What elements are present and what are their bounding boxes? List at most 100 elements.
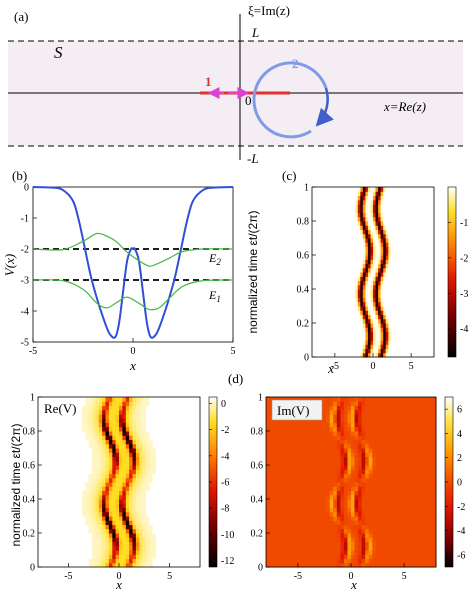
c-cell [380,204,384,209]
d-left-cell [78,448,83,453]
d-right-cell [372,541,377,547]
d-left-cell [183,477,187,483]
d-right-cell [312,528,317,534]
c-cell [327,352,331,358]
c-cell [355,297,359,303]
c-cell [357,301,361,307]
d-left-cell [38,465,42,470]
c-cell [416,306,420,311]
c-cell [362,191,366,197]
d-left-cell [162,460,167,466]
c-cell [373,323,377,328]
d-left-cell [38,482,42,487]
d-right-cell [276,503,281,509]
d-left-cell [119,439,123,445]
c-cell [413,267,417,273]
c-cell [322,327,326,333]
d-left-cell [132,443,137,449]
c-cell [375,335,379,341]
c-cell [421,191,425,197]
c-cell [408,191,412,197]
c-cell [423,221,427,226]
c-cell [421,344,425,350]
d-right-cell [322,482,327,487]
d-left-cell [146,401,150,407]
c-cell [347,297,351,303]
d-left-cell [173,443,177,449]
c-cell [365,348,369,354]
d-left-cell [169,409,174,415]
d-left-cell [135,473,140,479]
d-left-cell [68,533,73,538]
c-cell [406,314,410,320]
c-cell [385,225,389,231]
c-cell [426,276,430,282]
c-cell [416,238,420,243]
c-cell [314,293,318,299]
d-left-cell [166,465,171,470]
d-left-cell [88,520,93,526]
c-cell [431,297,435,303]
d-left-cell [146,524,150,530]
d-right-cell [397,494,402,500]
d-left-cell [58,503,63,509]
d-left-cell [189,533,194,538]
c-cell [352,352,356,358]
d-right-cell [351,562,356,568]
c-cell [367,263,371,269]
d-right-cell [382,524,387,530]
c-cell [319,340,323,345]
d-right-cell [276,511,281,517]
d-right-cell [379,554,384,560]
c-cell [416,229,420,235]
d-right-cell [347,545,352,551]
d-left-cell [156,520,160,526]
d-left-cell [58,516,63,521]
d-left-cell [38,528,42,534]
d-right-cell [308,558,313,564]
c-cell [428,225,432,231]
d-left-cell [173,558,177,564]
c-cell [378,259,382,265]
d-right-cell [414,545,419,551]
d-left-cell [88,435,93,441]
d-left-cell [48,533,52,538]
c-cell [408,263,412,269]
c-cell [340,233,344,239]
c-cell [362,272,366,277]
d-left-cell [176,431,181,436]
d-right-cell [301,507,306,513]
d-left-cell [48,486,52,492]
c-cell [332,246,336,252]
d-left-cell [108,401,113,407]
d-left-cell [71,409,76,415]
c-cell [423,301,427,307]
c-cell [426,221,430,226]
d-left-cell [152,435,157,441]
d-left-cell [122,431,127,436]
d-right-cell [301,541,306,547]
d-left-cell [108,477,113,483]
d-left-cell [122,516,127,521]
d-right-cell [301,545,306,551]
d-left-cell [75,550,79,555]
c-cell [357,191,361,197]
d-right-cell [347,533,352,538]
d-left-cell [115,541,120,547]
c-cell [352,280,356,286]
d-right-cell [312,541,317,547]
c-cell [319,242,323,248]
d-left-cell [88,541,93,547]
d-left-cell [196,422,201,428]
d-left-cell [61,422,66,428]
d-right-cell [351,541,356,547]
d-left-cell [186,456,191,462]
d-left-cell [71,486,76,492]
d-left-cell [61,465,66,470]
d-right-cell [315,477,320,483]
d-left-cell [98,524,103,530]
d-left-cell [146,456,150,462]
d-right-cell [386,562,391,568]
d-left-cell [41,409,46,415]
d-left-cell [152,520,157,526]
